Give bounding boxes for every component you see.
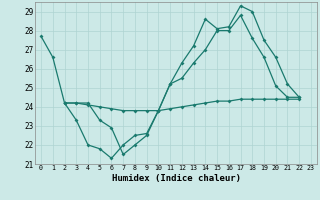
- X-axis label: Humidex (Indice chaleur): Humidex (Indice chaleur): [111, 174, 241, 183]
